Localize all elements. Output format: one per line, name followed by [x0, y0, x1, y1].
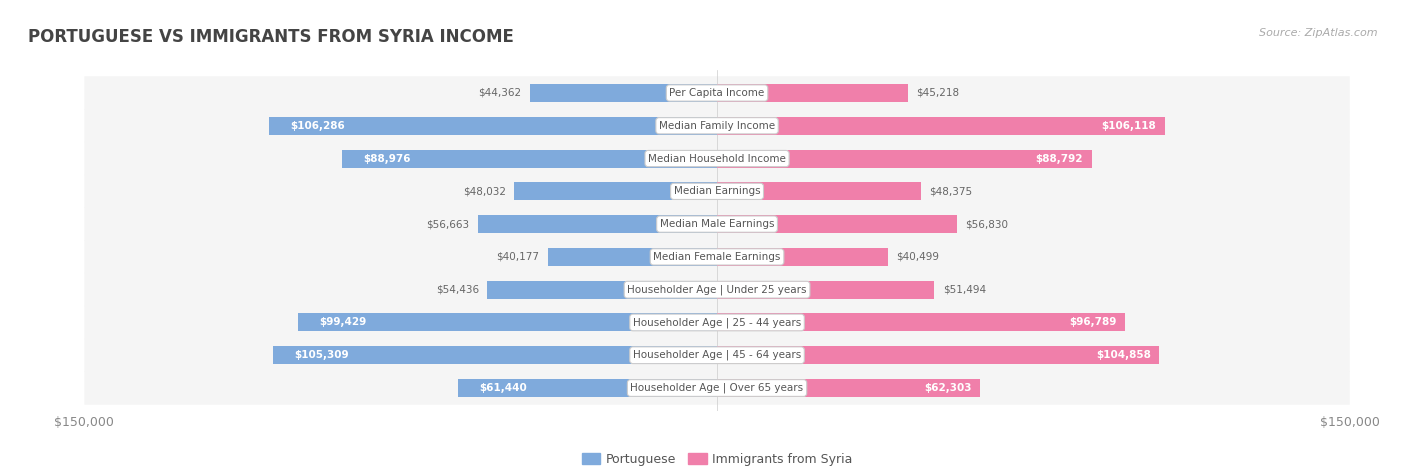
Bar [547, 248, 717, 266]
Bar [717, 84, 908, 102]
Text: Source: ZipAtlas.com: Source: ZipAtlas.com [1260, 28, 1378, 38]
Text: $96,789: $96,789 [1070, 318, 1116, 327]
Bar [717, 379, 980, 397]
Text: $106,118: $106,118 [1101, 121, 1156, 131]
Text: $104,858: $104,858 [1097, 350, 1152, 360]
Text: $56,830: $56,830 [965, 219, 1008, 229]
Text: Median Household Income: Median Household Income [648, 154, 786, 163]
Bar [478, 215, 717, 233]
Text: $40,499: $40,499 [896, 252, 939, 262]
FancyBboxPatch shape [84, 339, 1350, 372]
Text: $106,286: $106,286 [290, 121, 344, 131]
FancyBboxPatch shape [84, 109, 1350, 142]
Bar [488, 281, 717, 299]
Text: Householder Age | 25 - 44 years: Householder Age | 25 - 44 years [633, 317, 801, 328]
Text: $56,663: $56,663 [426, 219, 470, 229]
Text: $88,976: $88,976 [363, 154, 411, 163]
Text: $99,429: $99,429 [319, 318, 366, 327]
Text: PORTUGUESE VS IMMIGRANTS FROM SYRIA INCOME: PORTUGUESE VS IMMIGRANTS FROM SYRIA INCO… [28, 28, 515, 46]
Text: $62,303: $62,303 [924, 383, 972, 393]
Text: $48,375: $48,375 [929, 186, 973, 196]
Bar [717, 248, 887, 266]
Text: $61,440: $61,440 [479, 383, 527, 393]
FancyBboxPatch shape [84, 240, 1350, 274]
Text: Householder Age | Over 65 years: Householder Age | Over 65 years [630, 383, 804, 393]
FancyBboxPatch shape [84, 76, 1350, 110]
Text: Per Capita Income: Per Capita Income [669, 88, 765, 98]
Bar [717, 117, 1164, 135]
Bar [342, 149, 717, 168]
Text: Median Family Income: Median Family Income [659, 121, 775, 131]
Text: Median Male Earnings: Median Male Earnings [659, 219, 775, 229]
FancyBboxPatch shape [84, 371, 1350, 405]
Text: $45,218: $45,218 [917, 88, 959, 98]
FancyBboxPatch shape [84, 175, 1350, 208]
Text: $48,032: $48,032 [463, 186, 506, 196]
Text: Median Female Earnings: Median Female Earnings [654, 252, 780, 262]
Text: $40,177: $40,177 [496, 252, 538, 262]
Legend: Portuguese, Immigrants from Syria: Portuguese, Immigrants from Syria [582, 453, 852, 466]
Text: Householder Age | 45 - 64 years: Householder Age | 45 - 64 years [633, 350, 801, 361]
Bar [717, 313, 1125, 332]
Text: Householder Age | Under 25 years: Householder Age | Under 25 years [627, 284, 807, 295]
Bar [273, 346, 717, 364]
Bar [717, 346, 1160, 364]
Text: $44,362: $44,362 [478, 88, 522, 98]
FancyBboxPatch shape [84, 207, 1350, 241]
Bar [717, 215, 956, 233]
Text: $51,494: $51,494 [942, 285, 986, 295]
FancyBboxPatch shape [84, 306, 1350, 339]
Bar [269, 117, 717, 135]
FancyBboxPatch shape [84, 273, 1350, 306]
Text: Median Earnings: Median Earnings [673, 186, 761, 196]
Bar [717, 182, 921, 200]
Bar [530, 84, 717, 102]
Bar [298, 313, 717, 332]
Bar [458, 379, 717, 397]
Bar [717, 281, 934, 299]
Bar [515, 182, 717, 200]
FancyBboxPatch shape [84, 142, 1350, 175]
Bar [717, 149, 1091, 168]
Text: $54,436: $54,436 [436, 285, 479, 295]
Text: $105,309: $105,309 [294, 350, 349, 360]
Text: $88,792: $88,792 [1036, 154, 1083, 163]
